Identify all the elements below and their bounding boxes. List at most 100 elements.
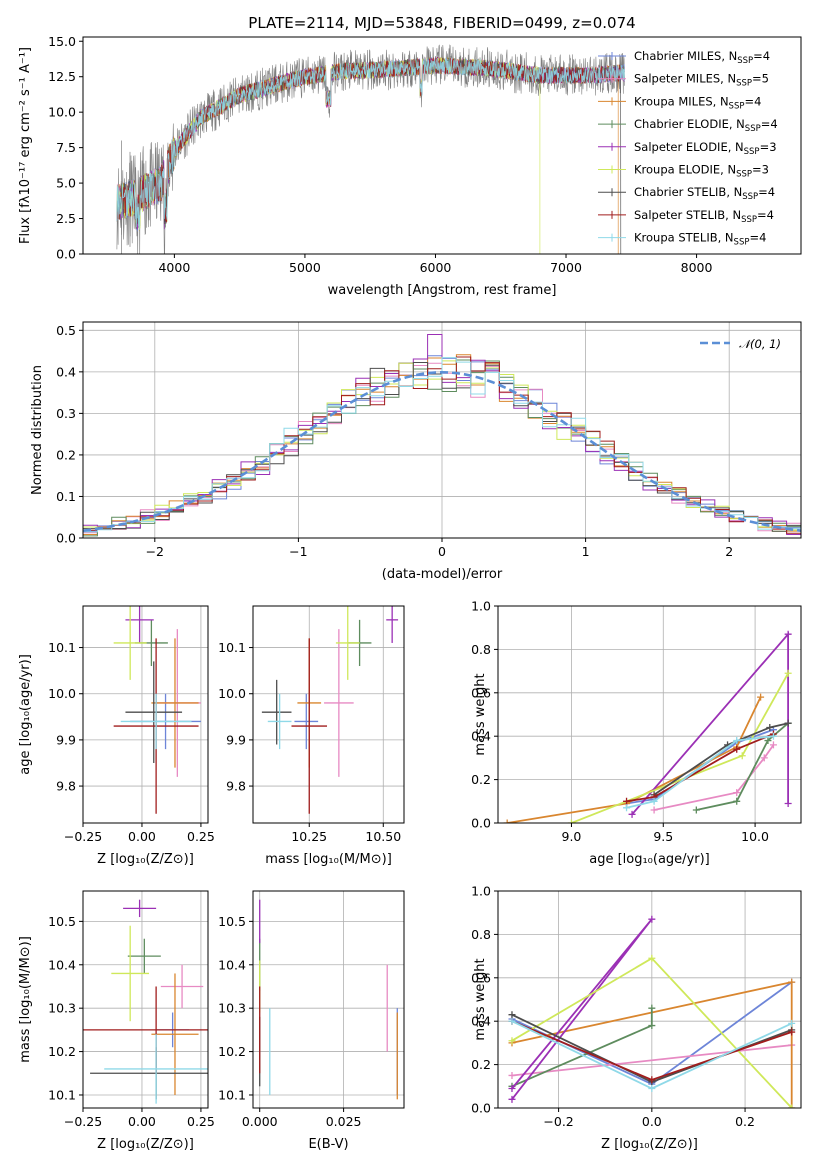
x-tick-label: 0.25 <box>187 829 215 844</box>
errorbar-point <box>127 938 161 974</box>
errorbar-point <box>386 606 399 643</box>
y-tick-label: 10.3 <box>218 1001 246 1016</box>
mass-vs-metallicity-plot: −0.25 0.00 0.25 10.1 10.2 10.3 10.4 10.5 Z [log₁… <box>18 890 215 1152</box>
y-tick-label: 2.5 <box>56 211 76 226</box>
x-tick-label: −2 <box>146 544 164 559</box>
mass-weight-marker <box>733 737 741 745</box>
legend-entry: 𝒩(0, 1) <box>739 337 781 351</box>
histogram-group <box>83 334 801 537</box>
axes-frame <box>82 36 802 255</box>
x-tick-label: −0.25 <box>64 829 102 844</box>
y-tick-label: 0.3 <box>56 406 76 421</box>
y-axis-label: mass [log₁₀(M/M⊙)] <box>18 936 33 1063</box>
legend-entry: Salpeter STELIB, NSSP=4 <box>634 208 774 225</box>
mass-weight-marker <box>784 669 792 677</box>
x-axis-label: (data-model)/error <box>382 567 503 582</box>
age-vs-mass-plot: 10.25 10.50 9.8 9.9 10.0 10.1 mass [log₁₀(M/M⊙… <box>218 605 405 867</box>
y-tick-label: 10.1 <box>218 640 246 655</box>
histogram-step-line <box>83 362 801 532</box>
y-axis-label: Flux [fλ10⁻¹⁷ erg cm⁻² s⁻¹ A⁻¹] <box>18 47 33 244</box>
axes-frame <box>82 890 209 1109</box>
x-tick-label: 10.25 <box>291 829 327 844</box>
y-tick-label: 10.5 <box>218 914 246 929</box>
y-tick-label: 10.2 <box>48 1044 76 1059</box>
y-tick-label: 10.0 <box>48 105 76 120</box>
mass-weight-marker <box>769 741 777 749</box>
y-tick-label: 10.0 <box>48 686 76 701</box>
histogram-step-line <box>83 357 801 533</box>
axes-frame <box>497 605 802 824</box>
x-tick-label: 0.00 <box>128 1114 156 1129</box>
legend-entry: Kroupa STELIB, NSSP=4 <box>634 231 766 248</box>
y-tick-label: 0.0 <box>471 816 491 831</box>
errorbar-point <box>104 1034 208 1104</box>
mass-weight-marker <box>788 1028 796 1036</box>
x-axis-label: Z [log₁₀(Z/Z⊙)] <box>601 1137 698 1152</box>
x-tick-label: 8000 <box>681 260 713 275</box>
axes-frame <box>252 890 405 1109</box>
x-tick-label: 0 <box>438 544 446 559</box>
mass-weight-marker <box>733 797 741 805</box>
mass-weight-marker <box>508 1095 516 1103</box>
mass-weight-marker <box>648 915 656 923</box>
y-tick-label: 0.0 <box>56 531 76 546</box>
y-tick-label: 0.8 <box>471 927 491 942</box>
errorbar-point <box>324 629 354 777</box>
y-axis-label: Normed distribution <box>30 365 45 495</box>
x-tick-label: 0.0 <box>642 1114 662 1129</box>
y-tick-label: 0.4 <box>471 729 491 744</box>
mass-weight-marker <box>788 978 796 986</box>
y-tick-label: 0.2 <box>56 447 76 462</box>
y-tick-label: 0.1 <box>56 489 76 504</box>
y-tick-label: 0.6 <box>471 685 491 700</box>
y-tick-label: 0.4 <box>56 364 76 379</box>
mass-weight-marker <box>503 819 511 823</box>
mass-weight-marker <box>623 804 631 812</box>
mass-weight-marker <box>508 1011 516 1019</box>
y-tick-label: 10.2 <box>218 1044 246 1059</box>
axes-frame <box>497 890 802 1109</box>
spectrum-plot: 4000 5000 6000 7000 8000 0.0 2.5 5.0 7.5 10.0 12.5… <box>18 14 802 298</box>
x-tick-label: 1 <box>582 544 590 559</box>
mass-weight-marker <box>648 1004 656 1012</box>
legend-entry: Chabrier ELODIE, NSSP=4 <box>634 117 778 134</box>
y-tick-label: 9.9 <box>226 732 246 747</box>
errorbar-point <box>123 899 157 918</box>
mass-weight-marker <box>764 737 772 745</box>
errorbar-point <box>151 973 199 1095</box>
x-tick-label: 0.25 <box>187 1114 215 1129</box>
x-tick-label: 9.5 <box>653 829 673 844</box>
mass-weight-line <box>631 631 789 815</box>
y-tick-label: 0.6 <box>471 970 491 985</box>
errorbar-point <box>261 679 292 745</box>
mass-weight-marker <box>648 1022 656 1030</box>
mass-weight-vs-age-plot: 9.0 9.5 10.0 0.0 0.2 0.4 0.6 0.8 1.0 age [log₁₀(a… <box>471 599 802 867</box>
x-axis-label: wavelength [Angstrom, rest frame] <box>328 283 557 298</box>
mass-weight-series-group <box>503 630 792 823</box>
errorbar-point <box>151 638 199 768</box>
model-spectrum-line <box>116 57 625 231</box>
mass-weight-marker <box>650 806 658 814</box>
x-axis-label: Z [log₁₀(Z/Z⊙)] <box>97 1137 194 1152</box>
mass-weight-marker <box>760 754 768 762</box>
errorbar-point <box>120 693 192 750</box>
errorbar-point <box>291 638 328 814</box>
errorbar-point <box>267 693 292 750</box>
chart-title: PLATE=2114, MJD=53848, FIBERID=0499, z=0… <box>248 14 635 32</box>
x-tick-label: −0.2 <box>543 1114 573 1129</box>
legend-entry: Chabrier STELIB, NSSP=4 <box>634 185 775 202</box>
errorbar-group <box>259 899 398 1100</box>
y-tick-label: 10.3 <box>48 1001 76 1016</box>
y-tick-label: 10.5 <box>48 914 76 929</box>
y-tick-label: 10.1 <box>48 640 76 655</box>
mass-weight-marker <box>769 732 777 740</box>
y-tick-label: 0.5 <box>56 323 76 338</box>
y-tick-label: 0.0 <box>471 1101 491 1116</box>
mass-weight-marker <box>692 806 700 814</box>
legend-entry: Chabrier MILES, NSSP=4 <box>634 49 770 66</box>
mass-weight-marker <box>628 810 636 818</box>
model-spectrum-line <box>116 57 619 254</box>
axes-frame <box>82 605 209 824</box>
mass-weight-marker <box>733 789 741 797</box>
x-tick-label: 9.0 <box>562 829 582 844</box>
